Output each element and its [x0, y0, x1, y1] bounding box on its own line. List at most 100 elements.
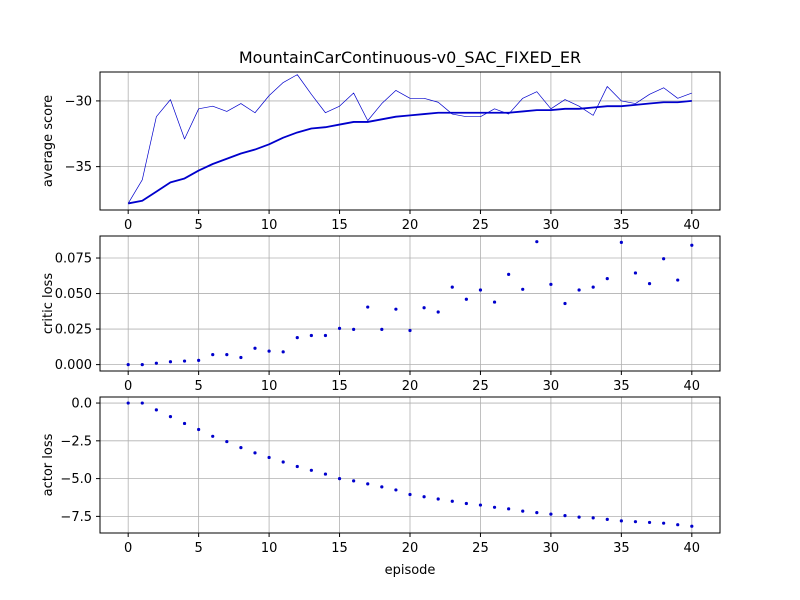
critic-loss-point [591, 285, 595, 289]
critic-loss-point [323, 333, 328, 338]
critic-loss-point [436, 310, 440, 314]
actor-loss-point [281, 460, 285, 464]
critic-loss-point [408, 328, 412, 333]
critic-loss-point [464, 297, 468, 301]
critic-loss-point [549, 282, 553, 286]
average-score-series-thick-line [128, 100, 692, 205]
critic-loss-point [577, 288, 581, 292]
chart-title: MountainCarContinuous-v0_SAC_FIXED_ER [239, 48, 581, 68]
critic-loss-point [605, 277, 609, 281]
actor-loss-ytick-label: 0.0 [71, 397, 92, 412]
critic-loss-xtick-label: 40 [684, 379, 701, 394]
actor-loss-xtick-label: 0 [124, 541, 132, 556]
average-score-xtick-label: 40 [684, 218, 701, 233]
actor-loss-point [507, 507, 511, 511]
actor-loss-point [619, 519, 623, 523]
average-score-ylabel: average score [41, 95, 56, 187]
actor-loss-point [521, 509, 525, 513]
average-score-xtick-label: 5 [194, 218, 202, 233]
actor-loss-xtick-label: 20 [402, 541, 419, 556]
critic-loss-point [281, 350, 285, 354]
actor-loss-xtick-label: 35 [613, 541, 630, 556]
average-score-xtick-label: 25 [472, 218, 489, 233]
actor-loss-point [154, 408, 158, 412]
actor-loss-point [225, 439, 229, 444]
x-axis-label: episode [385, 563, 436, 578]
actor-loss-ylabel: actor loss [41, 433, 56, 496]
actor-loss-xtick-label: 15 [331, 541, 348, 556]
critic-loss-point [450, 285, 454, 289]
actor-loss-point [337, 477, 342, 481]
actor-loss-point [676, 523, 680, 527]
critic-loss-point [267, 349, 271, 353]
critic-loss-ylabel: critic loss [41, 273, 56, 334]
actor-loss-point [492, 505, 497, 509]
actor-loss-point [577, 515, 581, 519]
actor-loss-point [182, 421, 187, 426]
critic-loss-point [253, 346, 257, 350]
actor-loss-panel: 0 5 10 15 20 25 30 35 40 −7.5 −5.0 −2.5 0.0 actor los… [41, 396, 721, 578]
critic-loss-point [126, 363, 130, 367]
critic-loss-point [380, 327, 384, 331]
actor-loss-point [647, 520, 652, 525]
actor-loss-point [295, 464, 299, 469]
actor-loss-point [605, 517, 609, 522]
critic-loss-xtick-label: 20 [402, 379, 419, 394]
critic-loss-xtick-label: 30 [543, 379, 560, 394]
average-score-xtick-label: 0 [124, 218, 132, 233]
critic-loss-xtick-label: 15 [331, 379, 348, 394]
actor-loss-point [549, 512, 553, 516]
critic-loss-point [337, 326, 342, 330]
average-score-xtick-label: 35 [613, 218, 630, 233]
actor-loss-xtick-label: 30 [543, 541, 560, 556]
actor-loss-point [309, 468, 313, 472]
critic-loss-point [563, 301, 567, 306]
actor-loss-point [140, 401, 144, 405]
critic-loss-point [676, 278, 680, 282]
critic-loss-point [182, 359, 187, 363]
critic-loss-point [478, 288, 483, 292]
critic-loss-point [521, 287, 525, 291]
critic-loss-ytick-label: 0.000 [55, 358, 92, 373]
critic-loss-point [140, 363, 144, 367]
average-score-xtick-label: 20 [402, 218, 419, 233]
critic-loss-point [168, 360, 173, 364]
average-score-xtick-label: 10 [261, 218, 278, 233]
actor-loss-point [168, 415, 173, 419]
actor-loss-xtick-label: 40 [684, 541, 701, 556]
average-score-xtick-label: 15 [331, 218, 348, 233]
average-score-series-thin-line [127, 74, 692, 204]
critic-loss-point [619, 240, 623, 244]
actor-loss-point [239, 446, 243, 450]
critic-loss-point [422, 306, 426, 310]
actor-loss-ytick-label: −7.5 [60, 510, 92, 525]
actor-loss-point [436, 497, 440, 501]
actor-loss-ytick-label: −2.5 [60, 434, 92, 449]
actor-loss-point [408, 492, 412, 497]
critic-loss-point [394, 307, 398, 311]
critic-loss-xtick-label: 25 [472, 379, 489, 394]
actor-loss-point [422, 495, 426, 499]
actor-loss-ytick-label: −5.0 [60, 472, 92, 487]
critic-loss-point [507, 272, 511, 276]
critic-loss-point [352, 327, 356, 331]
critic-loss-point [366, 305, 370, 309]
average-score-panel: 0 5 10 15 20 25 30 35 40 −35 −30 average score Mount… [41, 48, 721, 233]
actor-loss-point [211, 434, 215, 438]
actor-loss-point [394, 488, 398, 492]
critic-loss-point [492, 300, 497, 304]
critic-loss-point [662, 257, 666, 261]
actor-loss-point [478, 503, 483, 507]
critic-loss-point [197, 358, 201, 362]
critic-loss-point [633, 271, 638, 275]
actor-loss-point [380, 485, 384, 489]
actor-loss-point [126, 401, 130, 405]
critic-loss-point [211, 353, 215, 357]
critic-loss-ytick-label: 0.050 [55, 287, 92, 302]
critic-loss-xtick-label: 5 [194, 379, 202, 394]
actor-loss-point [662, 521, 666, 525]
average-score-ytick-label: −30 [65, 94, 92, 109]
actor-loss-point [591, 516, 595, 520]
actor-loss-xtick-label: 10 [261, 541, 278, 556]
